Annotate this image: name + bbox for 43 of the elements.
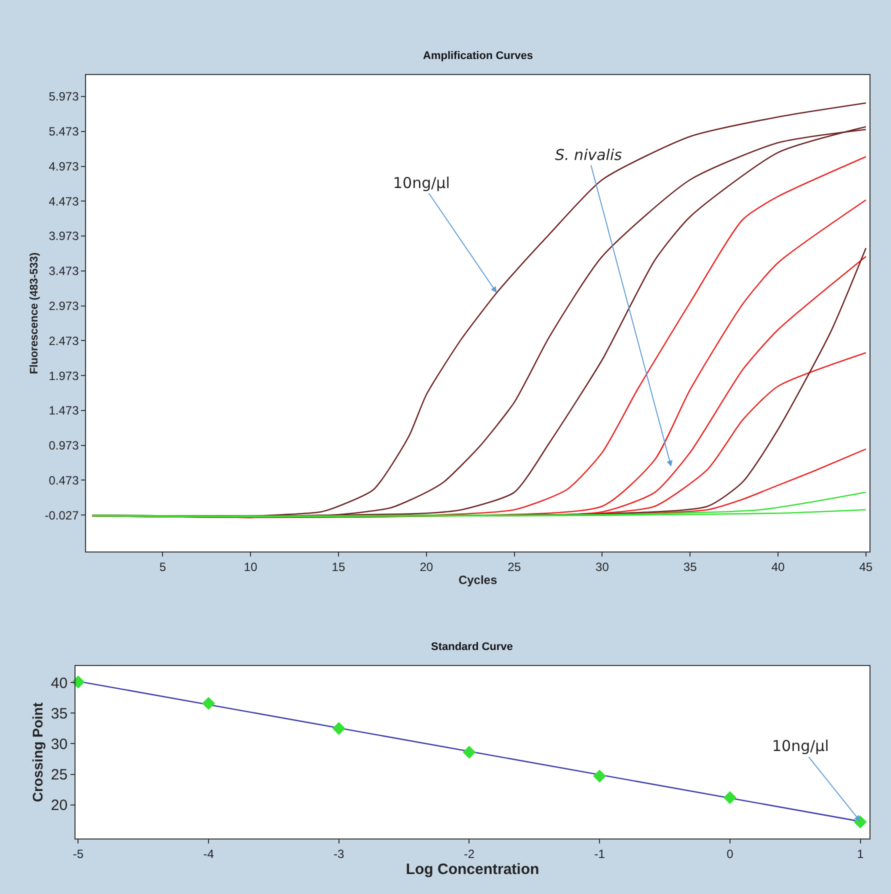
y-tick-label: 25 — [50, 766, 68, 784]
y-tick-label: 2.973 — [48, 299, 80, 314]
y-axis-title: Crossing Point — [29, 702, 46, 802]
x-tick-label: -2 — [464, 846, 475, 861]
x-tick-label: 20 — [420, 560, 434, 574]
y-tick-label: 20 — [50, 797, 68, 814]
y-tick-label: 40 — [50, 674, 68, 692]
x-tick-label: -1 — [594, 846, 606, 861]
x-tick-label: 0 — [726, 846, 734, 861]
x-tick-label: 1 — [856, 846, 864, 861]
x-axis-title: Log Concentration — [406, 860, 540, 878]
y-tick-label: 35 — [50, 705, 68, 722]
annotation: S. nivalis — [555, 146, 622, 164]
chart-title: Standard Curve — [431, 641, 513, 653]
x-tick-label: 45 — [859, 560, 873, 574]
y-tick-label: 3.473 — [48, 264, 80, 278]
y-tick-label: 2.473 — [48, 334, 80, 348]
y-tick-label: 30 — [50, 736, 68, 753]
x-tick-label: -5 — [72, 846, 84, 861]
x-tick-label: -3 — [334, 846, 345, 861]
x-tick-label: 5 — [159, 560, 166, 574]
y-tick-label: 4.473 — [48, 194, 80, 208]
y-tick-label: 5.473 — [48, 124, 80, 139]
x-tick-label: 15 — [332, 560, 346, 574]
x-tick-label: -4 — [203, 846, 214, 861]
annotation: 10ng/µl — [772, 737, 829, 755]
x-tick-label: 30 — [596, 560, 610, 574]
x-tick-label: 25 — [508, 560, 522, 574]
x-tick-label: 35 — [683, 560, 698, 574]
x-tick-label: 10 — [244, 560, 258, 574]
y-tick-label: 4.973 — [48, 159, 80, 174]
y-tick-label: 0.973 — [48, 438, 80, 453]
y-tick-label: 1.973 — [48, 368, 80, 383]
y-tick-label: 5.973 — [48, 90, 80, 104]
x-axis-title: Cycles — [458, 572, 498, 587]
y-tick-label: -0.027 — [44, 508, 80, 522]
y-tick-label: 1.473 — [48, 404, 80, 418]
y-tick-label: 0.473 — [48, 473, 80, 488]
y-tick-label: 3.973 — [48, 229, 80, 244]
chart-title: Amplification Curves — [423, 50, 534, 62]
x-tick-label: 40 — [771, 560, 785, 574]
y-axis-title: Fluorescence (483-533) — [28, 252, 40, 374]
annotation: 10ng/µl — [393, 174, 450, 192]
